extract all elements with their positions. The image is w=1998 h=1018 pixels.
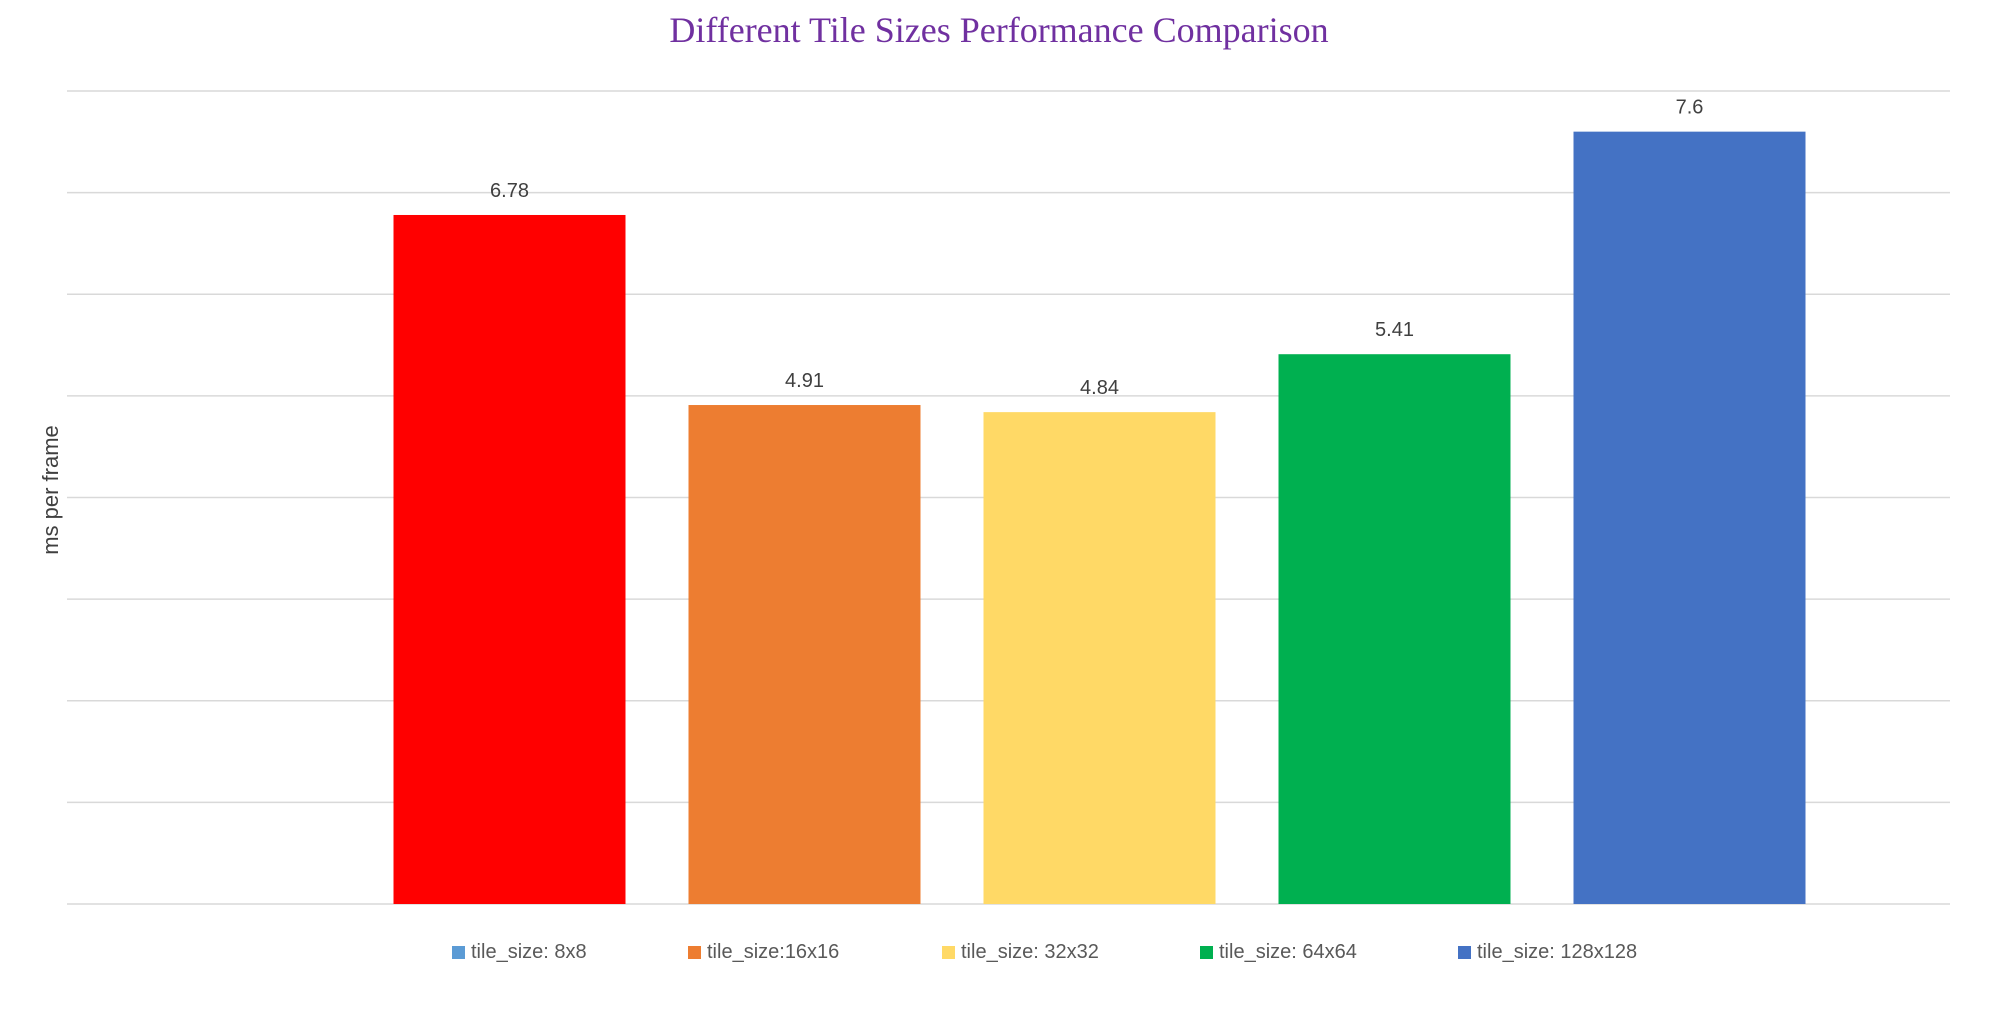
legend-item: tile_size: 8x8 bbox=[452, 941, 587, 963]
y-axis-title: ms per frame bbox=[38, 425, 63, 555]
bar-data-label: 7.6 bbox=[1676, 97, 1704, 119]
bar bbox=[688, 405, 921, 904]
bar-series bbox=[393, 131, 1806, 905]
legend-item: tile_size:16x16 bbox=[688, 941, 839, 963]
bar bbox=[393, 214, 626, 905]
legend-label: tile_size:16x16 bbox=[707, 941, 839, 963]
bar bbox=[983, 412, 1216, 904]
bar-data-label: 4.91 bbox=[785, 370, 824, 392]
bar bbox=[1278, 354, 1511, 904]
legend-item: tile_size: 128x128 bbox=[1458, 941, 1637, 963]
chart-title: Different Tile Sizes Performance Compari… bbox=[669, 10, 1328, 50]
legend-swatch bbox=[1200, 946, 1213, 959]
legend-swatch bbox=[452, 946, 465, 959]
legend-item: tile_size: 64x64 bbox=[1200, 941, 1357, 963]
legend-label: tile_size: 8x8 bbox=[471, 941, 587, 963]
bar-data-label: 6.78 bbox=[490, 180, 529, 202]
legend-swatch bbox=[688, 946, 701, 959]
legend-item: tile_size: 32x32 bbox=[942, 941, 1099, 963]
legend-label: tile_size: 128x128 bbox=[1477, 941, 1637, 963]
bar-data-label: 4.84 bbox=[1080, 377, 1119, 399]
legend-swatch bbox=[1458, 946, 1471, 959]
bar-data-label: 5.41 bbox=[1375, 319, 1414, 341]
legend-label: tile_size: 32x32 bbox=[961, 941, 1099, 963]
legend-swatch bbox=[942, 946, 955, 959]
data-labels: 6.78 4.91 4.84 5.41 7.6 bbox=[490, 97, 1703, 399]
legend: tile_size: 8x8 tile_size:16x16 tile_size: … bbox=[452, 941, 1637, 963]
legend-label: tile_size: 64x64 bbox=[1219, 941, 1357, 963]
bar bbox=[1573, 131, 1806, 904]
